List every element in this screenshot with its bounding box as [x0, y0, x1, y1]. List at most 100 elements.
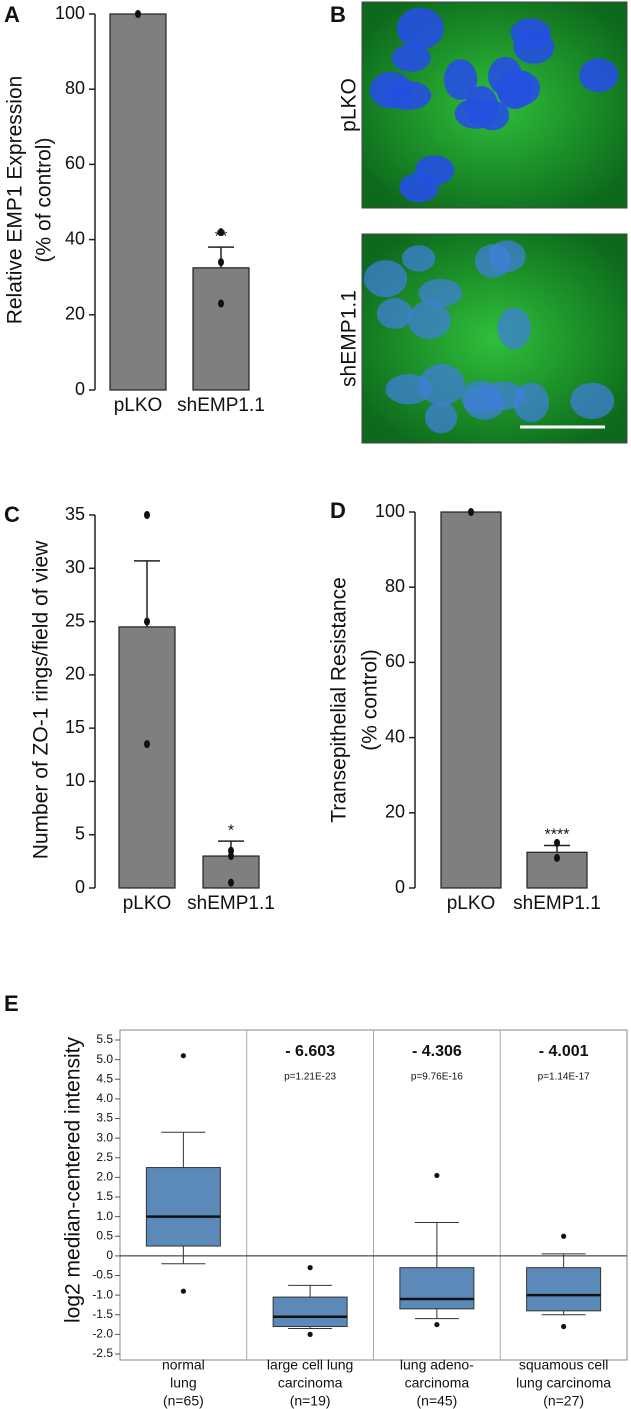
y-tick-label: 0: [106, 1248, 113, 1262]
image-label: shEMP1.1: [338, 290, 361, 387]
nucleus: [391, 44, 431, 72]
y-tick-label: 1.0: [96, 1209, 113, 1223]
x-tick-label: pLKO: [123, 893, 172, 914]
x-tick-label: (n=19): [290, 1393, 331, 1409]
data-point: [144, 617, 150, 626]
fold-change: - 4.001: [539, 1043, 589, 1060]
nucleus: [407, 301, 451, 339]
nucleus: [401, 245, 436, 272]
x-tick-label: shEMP1.1: [187, 893, 275, 914]
significance: ****: [545, 827, 570, 844]
y-axis-label: Transepithelial Resistance: [328, 577, 351, 823]
nucleus: [363, 260, 408, 298]
nucleus: [579, 58, 619, 93]
image-label: pLKO: [338, 78, 361, 132]
y-tick-label: -0.5: [92, 1268, 113, 1282]
y-tick-label: 5: [75, 823, 85, 843]
outlier: [561, 1233, 567, 1239]
y-axis-label: log2 median-centered intensity: [62, 1037, 85, 1324]
y-tick-label: -1.5: [92, 1307, 113, 1321]
y-tick-label: 0.5: [96, 1228, 113, 1242]
outlier: [561, 1323, 567, 1330]
x-tick-label: shEMP1.1: [177, 395, 265, 416]
y-tick-label: 25: [65, 610, 85, 630]
nucleus: [480, 381, 526, 410]
y-tick-label: 5.0: [96, 1052, 113, 1066]
x-tick-label: (n=27): [543, 1393, 584, 1409]
y-tick-label: 100: [55, 3, 85, 23]
p-value: p=1.14E-17: [538, 1072, 590, 1083]
panel-letter: D: [330, 498, 346, 523]
significance: **: [215, 228, 227, 245]
bar: [109, 13, 167, 391]
y-tick-label: 20: [65, 304, 85, 324]
y-tick-label: 4.5: [96, 1071, 113, 1085]
x-tick-label: normal: [162, 1357, 205, 1373]
nucleus: [419, 363, 465, 406]
y-tick-label: 40: [65, 228, 85, 248]
x-tick-label: (n=65): [163, 1393, 204, 1409]
nucleus: [376, 298, 413, 329]
y-tick-label: 4.0: [96, 1091, 113, 1105]
bar: [440, 511, 502, 889]
nucleus: [497, 307, 531, 350]
y-tick-label: 40: [385, 726, 405, 746]
nucleus: [570, 382, 615, 419]
data-point: [228, 852, 234, 861]
x-tick-label: large cell lung: [267, 1357, 353, 1373]
significance: *: [228, 822, 234, 839]
x-tick-label: (n=45): [416, 1393, 457, 1409]
y-tick-label: 3.5: [96, 1111, 113, 1125]
box: [526, 1267, 602, 1312]
y-tick-label: -1.0: [92, 1287, 113, 1301]
outlier: [180, 1288, 186, 1294]
y-tick-label: 60: [65, 153, 85, 173]
y-tick-label: 2.5: [96, 1150, 113, 1164]
y-tick-label: 3.0: [96, 1130, 113, 1144]
y-axis-label: Number of ZO-1 rings/field of view: [30, 540, 53, 859]
box: [399, 1267, 475, 1310]
y-tick-label: 30: [65, 557, 85, 577]
y-tick-label: 100: [375, 501, 405, 521]
y-tick-label: 35: [65, 504, 85, 524]
y-tick-label: -2.5: [92, 1346, 113, 1360]
x-tick-label: pLKO: [447, 893, 496, 914]
x-tick-label: lung adeno-: [400, 1357, 474, 1373]
y-tick-label: 80: [65, 78, 85, 98]
y-tick-label: 0: [395, 877, 405, 897]
data-point: [144, 511, 150, 519]
y-tick-label: 60: [385, 651, 405, 671]
data-point: [228, 878, 234, 887]
data-point: [468, 508, 474, 516]
data-point: [218, 299, 224, 308]
nucleus: [454, 98, 498, 129]
fold-change: - 6.603: [285, 1043, 335, 1060]
data-point: [218, 228, 224, 237]
nucleus: [513, 29, 555, 64]
fold-change: - 4.306: [412, 1043, 462, 1060]
x-tick-label: shEMP1.1: [513, 893, 601, 914]
nucleus: [396, 7, 444, 50]
outlier: [434, 1172, 440, 1179]
p-value: p=9.76E-16: [411, 1072, 463, 1083]
y-tick-label: 20: [65, 664, 85, 684]
y-tick-label: 20: [385, 802, 405, 822]
nucleus: [425, 401, 458, 434]
x-tick-label: carcinoma: [405, 1375, 470, 1391]
nucleus: [474, 244, 512, 278]
panel-letter: E: [4, 991, 19, 1016]
y-axis-label: Relative EMP1 Expression: [4, 76, 27, 325]
x-tick-label: pLKO: [114, 395, 163, 416]
outlier: [180, 1053, 186, 1059]
nucleus: [443, 59, 478, 100]
nucleus: [418, 278, 463, 308]
y-tick-label: 0: [75, 877, 85, 897]
panel-letter: B: [330, 2, 346, 27]
y-tick-label: 15: [65, 717, 85, 737]
box: [145, 1167, 221, 1247]
x-tick-label: carcinoma: [278, 1375, 343, 1391]
nucleus: [385, 374, 432, 405]
y-tick-label: 2.0: [96, 1170, 113, 1184]
nucleus: [496, 70, 541, 107]
